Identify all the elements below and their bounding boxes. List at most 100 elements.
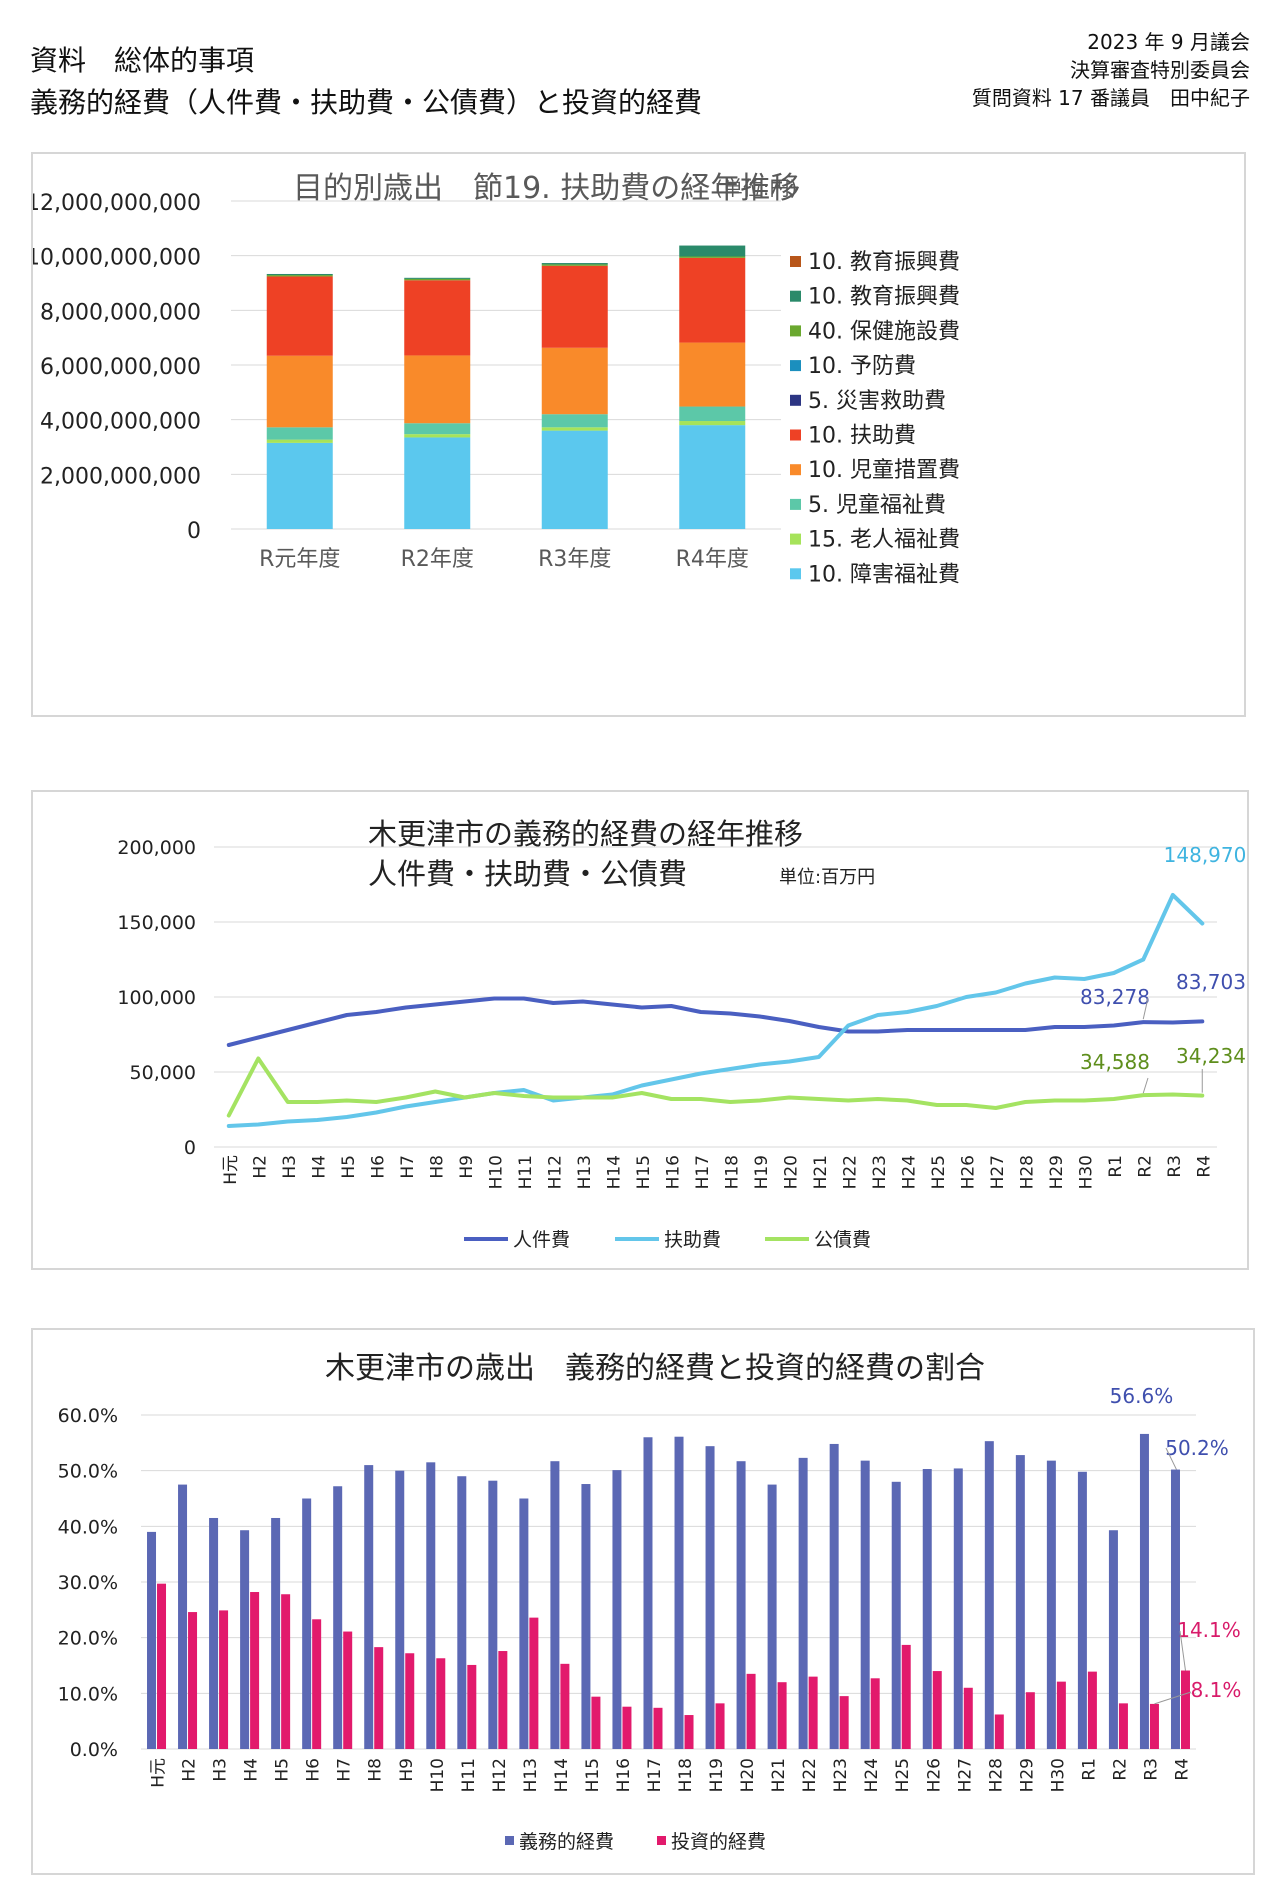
grouped-bar-chart: 木更津市の歳出 義務的経費と投資的経費の割合 0.0% 10.0% 20.0% 30.0… — [58, 1351, 1242, 1853]
data-label: 83,278 — [1080, 985, 1150, 1009]
chart-title-line1: 木更津市の義務的経費の経年推移 — [368, 817, 803, 851]
bar — [829, 1443, 839, 1749]
x-tick-label: H12 — [545, 1155, 565, 1189]
bar-segment — [679, 425, 746, 529]
legend-label: 10. 教育振興費 — [808, 285, 960, 310]
page-header-right: 2023 年 9 月議会 決算審査特別委員会 質問資料 17 番議員 田中紀子 — [972, 28, 1250, 112]
bar-segment — [541, 263, 608, 265]
bar — [219, 1610, 229, 1749]
bar — [467, 1664, 477, 1749]
bar — [281, 1594, 291, 1749]
bar — [405, 1653, 415, 1749]
y-tick-label: 40.0% — [58, 1516, 118, 1538]
chart-title: 目的別歳出 節19. 扶助費の経年推移 — [293, 171, 800, 206]
bar — [591, 1696, 601, 1749]
legend-swatch — [657, 1836, 666, 1845]
series-line — [226, 996, 1205, 1047]
bar — [963, 1687, 973, 1749]
legend-swatch — [790, 256, 801, 267]
bar — [147, 1531, 157, 1749]
bar — [1108, 1530, 1118, 1749]
x-tick-label: R2 — [1110, 1758, 1130, 1781]
leader-line — [1179, 1630, 1186, 1671]
x-tick-label: H3 — [280, 1155, 300, 1179]
legend-swatch — [790, 498, 801, 510]
bar — [395, 1470, 405, 1749]
x-tick-label: H11 — [459, 1758, 479, 1792]
bar — [157, 1583, 167, 1749]
bar — [860, 1460, 870, 1749]
leader-line — [1142, 1077, 1149, 1094]
bar-segment — [266, 355, 333, 428]
bar — [808, 1676, 818, 1749]
bar — [519, 1498, 529, 1749]
y-tick-label: 60.0% — [58, 1405, 118, 1427]
bar — [922, 1468, 932, 1749]
x-tick-label: H15 — [583, 1758, 603, 1792]
bar — [684, 1715, 694, 1749]
x-tick-label: H6 — [368, 1155, 388, 1179]
bar — [271, 1517, 281, 1749]
x-tick-label: H10 — [428, 1758, 448, 1792]
y-tick-label: 200,000 — [117, 837, 196, 859]
x-tick-label: H30 — [1048, 1758, 1068, 1792]
bar — [994, 1714, 1004, 1749]
y-tick-label: 12,000,000,000 — [33, 191, 201, 216]
x-tick-label: H17 — [693, 1155, 713, 1189]
y-tick-label: 6,000,000,000 — [40, 355, 201, 380]
series-line — [226, 893, 1205, 1128]
x-tick-label: H21 — [811, 1155, 831, 1189]
x-tick-label: R1 — [1106, 1155, 1126, 1178]
x-tick-label: H29 — [1047, 1155, 1067, 1189]
y-tick-label: 2,000,000,000 — [40, 464, 201, 489]
legend-label: 10. 障害福祉費 — [808, 562, 960, 587]
x-tick-label: H7 — [335, 1758, 355, 1782]
x-tick-label: H19 — [752, 1155, 772, 1189]
bar-segment — [679, 245, 746, 257]
legend-swatch — [790, 360, 801, 372]
chart-title-line2: 人件費・扶助費・公債費 — [368, 857, 687, 891]
legend-swatch — [790, 394, 801, 406]
x-tick-label: H20 — [738, 1758, 758, 1792]
bar-segment — [266, 276, 333, 356]
y-tick-label: 150,000 — [117, 912, 196, 934]
bar — [891, 1481, 901, 1749]
y-tick-label: 50,000 — [130, 1062, 196, 1084]
x-tick-label: H29 — [1017, 1758, 1037, 1792]
bar — [767, 1484, 777, 1749]
bar-segment — [541, 347, 608, 415]
bar — [953, 1468, 963, 1749]
legend-label: 10. 児童措置費 — [808, 458, 960, 483]
bar — [498, 1651, 508, 1749]
legend-swatch — [790, 533, 801, 545]
bar-segment — [266, 275, 333, 277]
bar-segment — [266, 439, 333, 443]
legend-label: 5. 児童福祉費 — [808, 493, 946, 518]
bar — [736, 1461, 746, 1749]
bar — [1170, 1469, 1180, 1749]
bar-segment — [679, 421, 746, 426]
x-tick-label: H20 — [781, 1155, 801, 1189]
bar-segment — [679, 342, 746, 407]
bar — [343, 1631, 353, 1749]
bar — [581, 1484, 591, 1749]
x-tick-label: H22 — [840, 1155, 860, 1189]
data-label: 14.1% — [1177, 1618, 1241, 1642]
x-tick-label: H16 — [663, 1155, 683, 1189]
x-tick-label: H18 — [722, 1155, 742, 1189]
data-label: 34,234 — [1176, 1044, 1246, 1068]
x-tick-label: H10 — [486, 1155, 506, 1189]
bar — [643, 1437, 653, 1749]
bar-segment — [404, 434, 471, 438]
x-tick-label: H17 — [645, 1758, 665, 1792]
bar — [1087, 1671, 1097, 1749]
bar-segment — [679, 406, 746, 422]
y-tick-label: 10.0% — [58, 1683, 118, 1705]
legend-label: 5. 災害救助費 — [808, 389, 946, 414]
legend-swatch — [790, 568, 801, 580]
bar — [1046, 1460, 1056, 1749]
data-label: 50.2% — [1165, 1436, 1229, 1460]
data-label: 34,588 — [1080, 1050, 1150, 1074]
x-tick-label: H13 — [575, 1155, 595, 1189]
x-tick-label: H13 — [521, 1758, 541, 1792]
